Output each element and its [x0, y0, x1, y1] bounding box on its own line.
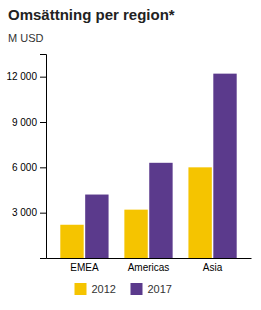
legend-swatch [75, 283, 87, 295]
tick: Americas [128, 258, 170, 273]
tick: 9 000 [12, 117, 46, 128]
tick-label: 9 000 [12, 117, 37, 128]
tick-mark [40, 122, 46, 123]
tick: 3 000 [12, 207, 46, 218]
tick [40, 258, 46, 259]
bar [124, 210, 147, 258]
tick-mark [40, 77, 46, 78]
tick-label: 12 000 [6, 71, 37, 82]
tick: 6 000 [12, 162, 46, 173]
tick-label: EMEA [70, 262, 99, 273]
legend-item: 2012 [75, 283, 116, 295]
bar [213, 74, 236, 258]
tick-mark [40, 213, 46, 214]
legend: 2012 2017 [75, 283, 172, 295]
series [60, 167, 212, 258]
legend-label: 2012 [92, 283, 116, 295]
title: Omsättning per region* [8, 6, 175, 23]
legend-swatch [131, 283, 143, 295]
plot: 3 000 6 000 9 000 12 000 EMEA Americas Asia [6, 55, 251, 274]
tick: EMEA [70, 258, 99, 273]
bar [188, 167, 211, 258]
axis-line [40, 55, 47, 259]
tick: Asia [203, 258, 223, 273]
legend-label: 2017 [148, 283, 172, 295]
y-axis: 3 000 6 000 9 000 12 000 [6, 55, 46, 259]
y-axis-label: M USD [8, 32, 44, 44]
tick-mark [40, 258, 46, 259]
tick-label: Asia [203, 262, 223, 273]
axis-line [47, 258, 252, 259]
tick-label: Americas [128, 262, 170, 273]
bar [149, 163, 172, 258]
tick-label: 6 000 [12, 162, 37, 173]
tick-mark [40, 167, 46, 168]
chart: Omsättning per region* M USD 3 000 6 000 9 0… [0, 0, 261, 310]
x-axis: EMEA Americas Asia [47, 258, 252, 273]
bars [60, 74, 236, 258]
bar [60, 225, 83, 258]
tick-label: 3 000 [12, 207, 37, 218]
tick: 12 000 [6, 71, 46, 82]
series [85, 74, 237, 258]
legend-item: 2017 [131, 283, 172, 295]
bar [85, 195, 108, 258]
